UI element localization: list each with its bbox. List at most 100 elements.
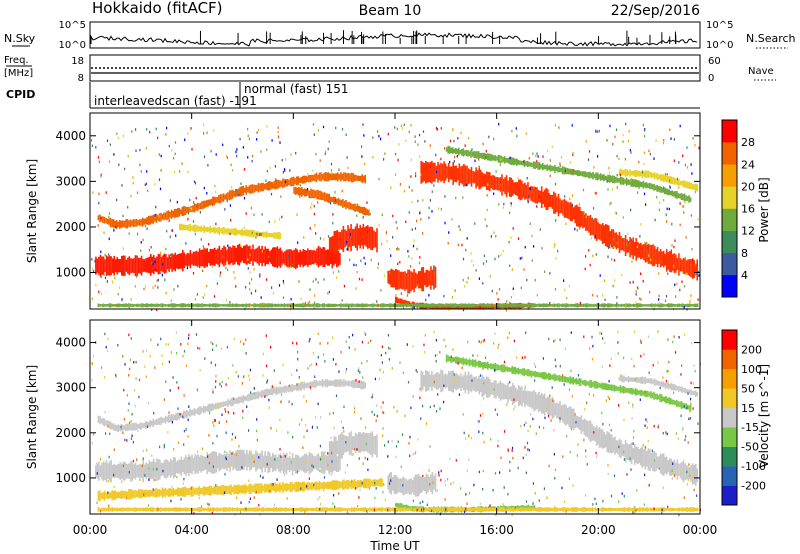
velocity-band-6 [97,478,383,502]
velocity-speckle [402,371,404,374]
velocity-speckle [534,365,537,368]
velocity-speckle [569,450,571,454]
power-cell [543,164,545,170]
power-cell [335,304,338,307]
velocity-cell [134,507,136,512]
power-speckle [644,241,646,245]
velocity-cell [655,452,657,472]
velocity-speckle [604,341,606,344]
power-cell [271,181,274,189]
velocity-cell [515,387,517,403]
velocity-cell [201,455,204,472]
power-cell [321,174,324,180]
power-speckle [482,303,484,306]
velocity-cell [269,482,272,494]
velocity-cell [558,508,560,511]
velocity-cell [173,489,176,495]
velocity-cell [149,507,152,512]
velocity-speckle [289,452,291,455]
velocity-cell [342,434,345,455]
velocity-speckle [303,395,305,398]
velocity-cell [297,383,299,391]
velocity-cell [672,507,675,512]
power-cell [370,303,373,307]
velocity-cell [658,380,660,386]
power-cell [560,167,562,173]
velocity-cell [448,356,451,362]
power-cell [545,165,547,170]
velocity-cell [649,448,651,471]
power-speckle [431,210,433,213]
power-speckle [303,236,305,239]
power-speckle [506,300,508,303]
velocity-cell [106,492,109,499]
velocity-cell [166,507,168,512]
power-speckle [285,158,287,161]
velocity-cell [297,481,299,492]
power-cell [696,184,698,192]
power-cell [146,257,149,273]
power-cell [207,199,209,207]
velocity-cell [694,390,697,397]
velocity-cell [141,507,144,512]
power-speckle [313,133,315,136]
velocity-cell [174,457,176,478]
station-title: Hokkaido (fitACF) [92,0,223,17]
power-cell [334,252,337,264]
power-speckle [692,137,694,140]
velocity-cell [224,401,226,407]
velocity-cell [213,404,216,409]
velocity-cell [395,507,397,512]
power-cell [445,303,447,308]
power-cell [393,270,396,288]
power-speckle [666,173,668,176]
velocity-cell [533,505,536,510]
power-speckle [142,238,144,242]
velocity-cell [104,462,106,480]
power-speckle [497,298,499,301]
velocity-cell [308,382,310,388]
velocity-cell [332,508,335,511]
velocity-speckle [168,411,170,414]
power-cell [356,303,359,308]
velocity-cell [291,383,293,393]
velocity-cell [232,451,234,471]
power-speckle [247,156,249,159]
velocity-cell [601,382,603,390]
velocity-speckle [645,418,647,421]
power-cell [681,181,683,186]
velocity-speckle [671,477,673,480]
power-speckle [135,128,137,131]
power-cell [408,301,411,307]
velocity-cell [545,397,548,412]
velocity-cell [515,505,518,511]
power-speckle [192,272,195,275]
velocity-speckle [113,485,115,489]
power-cell [255,231,257,236]
velocity-cell [227,507,229,512]
power-cell [523,304,525,307]
velocity-cell [641,376,644,385]
power-speckle [585,215,587,219]
power-speckle [159,187,162,191]
velocity-speckle [435,360,437,363]
power-cell [479,169,482,189]
velocity-speckle [610,429,612,432]
power-speckle [261,213,263,216]
power-cell [285,249,288,267]
velocity-cell [430,474,432,492]
velocity-speckle [171,485,173,489]
power-cell [629,237,631,258]
power-cell [199,303,202,307]
power-speckle [281,215,283,219]
velocity-cell [502,364,504,373]
power-speckle [258,128,260,132]
velocity-cell [137,424,139,429]
velocity-cell [304,454,306,473]
velocity-cell [178,487,181,497]
velocity-speckle [473,483,475,487]
power-cell [460,303,463,308]
velocity-speckle [512,456,514,460]
